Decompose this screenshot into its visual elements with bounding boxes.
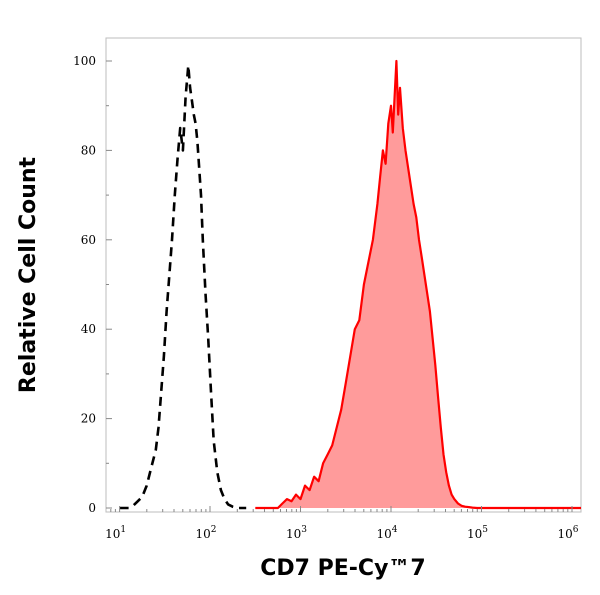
y-tick-label: 100	[73, 54, 96, 68]
x-tick-label: 101	[105, 525, 126, 541]
y-axis-title: Relative Cell Count	[16, 156, 41, 393]
x-tick-label: 102	[195, 525, 216, 541]
x-tick-label: 106	[557, 525, 578, 541]
x-axis-title: CD7 PE-Cy™7	[260, 556, 425, 581]
y-tick-label: 40	[81, 322, 96, 336]
y-tick-label: 20	[81, 412, 96, 426]
series-line-0	[119, 64, 247, 510]
x-tick-label: 104	[376, 525, 397, 541]
series-area-1	[255, 61, 582, 508]
series-line-1	[255, 59, 581, 510]
y-tick-label: 0	[88, 501, 96, 515]
x-tick-label: 103	[286, 525, 307, 541]
y-tick-label: 80	[81, 143, 96, 157]
y-tick-label: 60	[81, 233, 96, 247]
x-tick-label: 105	[467, 525, 488, 541]
